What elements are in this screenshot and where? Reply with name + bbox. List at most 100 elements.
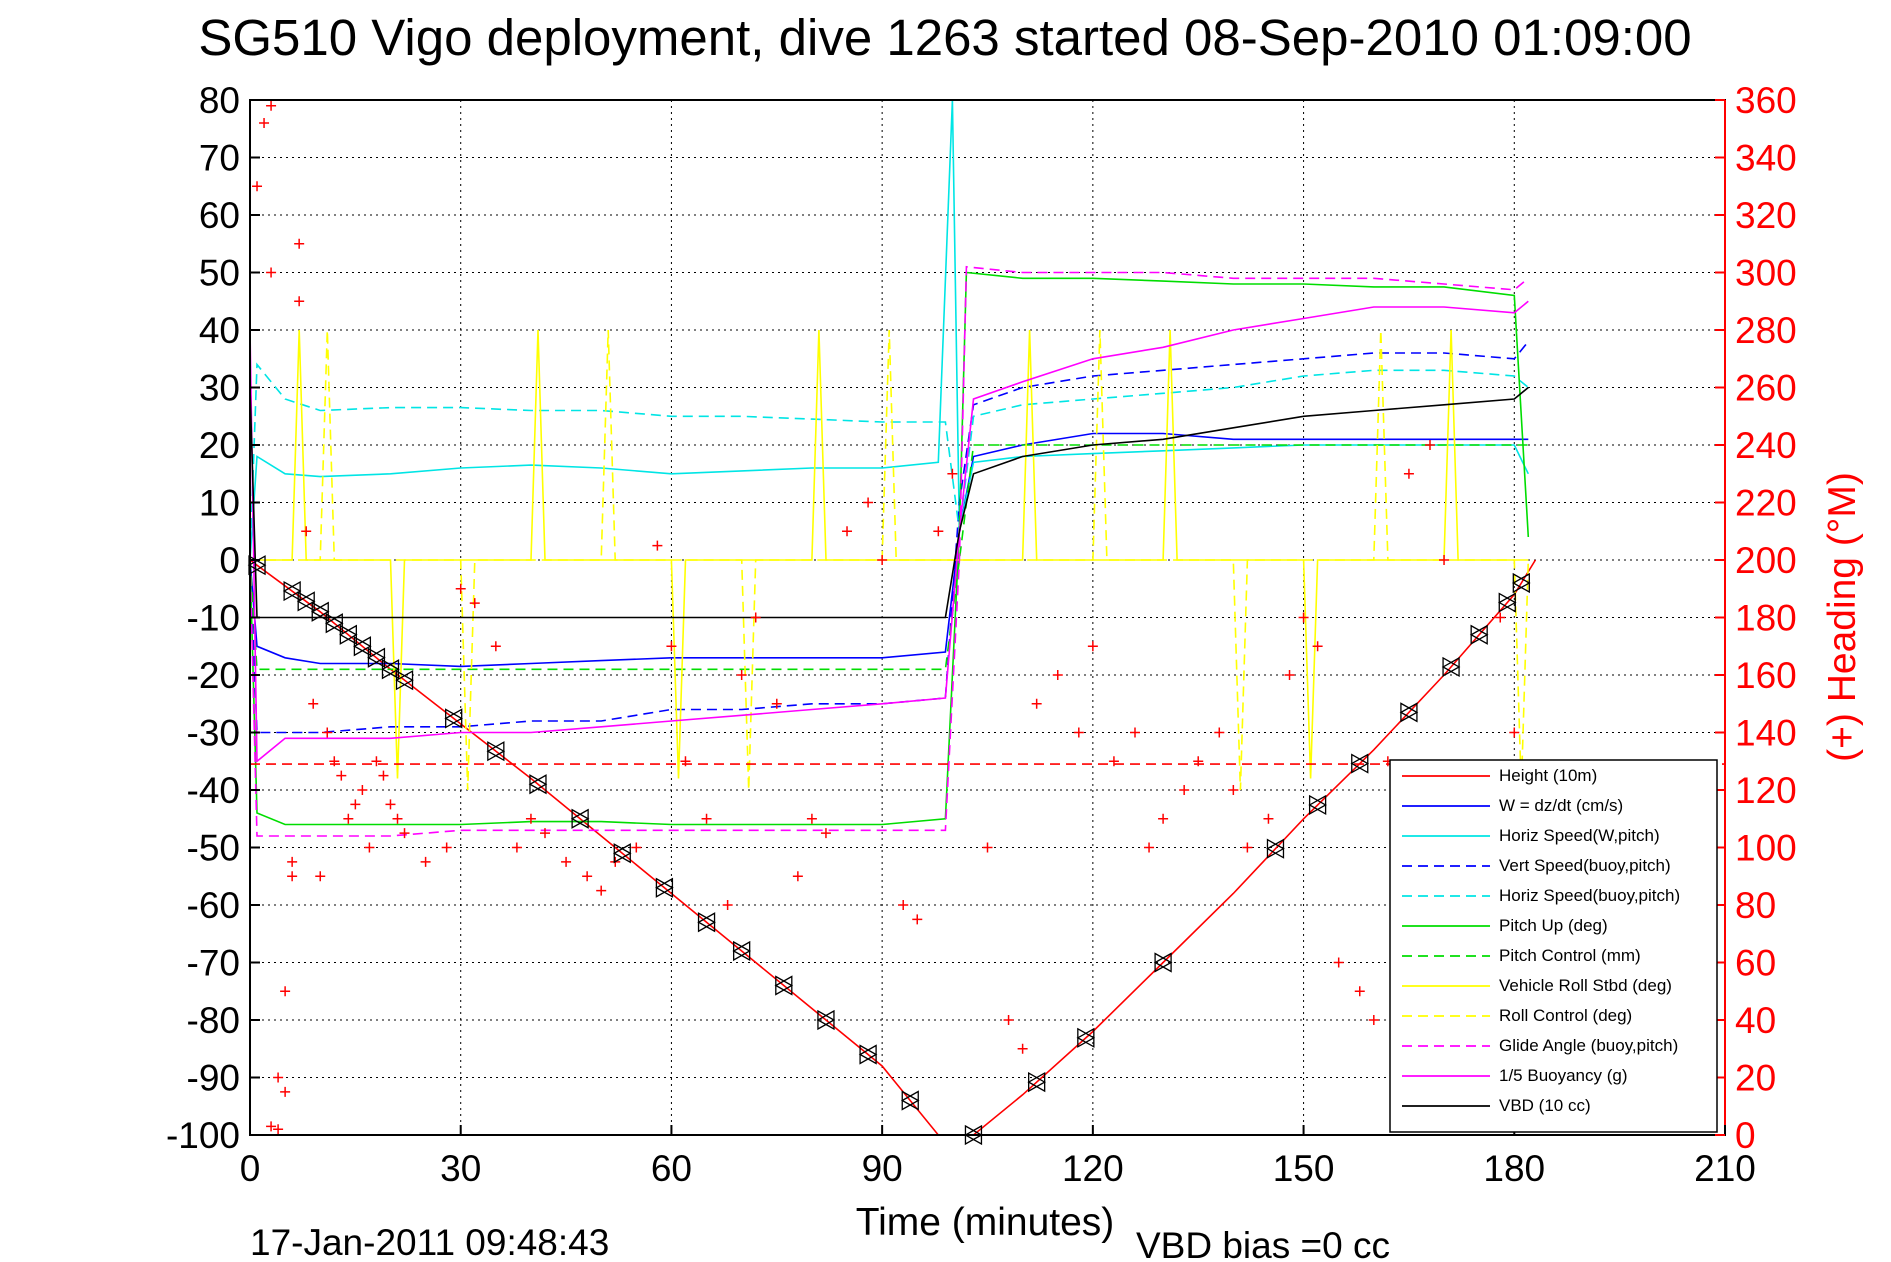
y-tick-label: 0 bbox=[219, 540, 240, 581]
depth-marker bbox=[353, 636, 372, 657]
heading-point bbox=[1108, 756, 1119, 767]
heading-point bbox=[1017, 1043, 1028, 1054]
y-right-tick-label: 20 bbox=[1735, 1058, 1776, 1099]
y-tick-label: 20 bbox=[199, 425, 240, 466]
heading-point bbox=[343, 813, 354, 824]
heading-point bbox=[392, 813, 403, 824]
depth-marker bbox=[1441, 656, 1461, 678]
heading-point bbox=[877, 555, 888, 565]
heading-point bbox=[385, 799, 396, 810]
y-right-tick-label: 120 bbox=[1735, 770, 1797, 811]
heading-point bbox=[736, 670, 747, 680]
legend-label: Vert Speed(buoy,pitch) bbox=[1499, 856, 1671, 875]
y-tick-label: -100 bbox=[166, 1115, 240, 1156]
heading-point bbox=[1425, 440, 1435, 450]
depth-marker bbox=[444, 708, 464, 729]
y-tick-label: -30 bbox=[187, 713, 240, 754]
x-tick-label: 180 bbox=[1483, 1148, 1545, 1189]
series-line-1-5-buoyancy-g bbox=[249, 300, 1529, 763]
heading-point bbox=[336, 770, 347, 781]
legend-label: Horiz Speed(buoy,pitch) bbox=[1499, 886, 1680, 905]
series-line-pitch-up-deg bbox=[249, 271, 1530, 826]
y-tick-label: 50 bbox=[199, 253, 240, 294]
heading-point bbox=[1228, 785, 1239, 795]
y-right-tick-label: 280 bbox=[1735, 310, 1797, 351]
y-right-tick-label: 100 bbox=[1735, 828, 1797, 869]
depth-marker bbox=[1511, 572, 1531, 594]
y-right-tick-label: 60 bbox=[1735, 943, 1776, 984]
depth-marker bbox=[697, 912, 716, 933]
heading-point bbox=[631, 842, 642, 853]
y-tick-label: 40 bbox=[199, 310, 240, 351]
depth-marker bbox=[1469, 624, 1489, 645]
heading-point bbox=[266, 1121, 277, 1132]
depth-marker bbox=[858, 1044, 878, 1065]
y-tick-label: -70 bbox=[187, 943, 240, 984]
y-tick-label: -80 bbox=[187, 1000, 240, 1041]
legend-label: Glide Angle (buoy,pitch) bbox=[1499, 1036, 1678, 1055]
heading-point bbox=[266, 100, 277, 111]
heading-point bbox=[273, 1072, 284, 1083]
chart-title: SG510 Vigo deployment, dive 1263 started… bbox=[198, 9, 1691, 66]
legend-label: Horiz Speed(W,pitch) bbox=[1499, 826, 1660, 845]
heading-point bbox=[350, 799, 361, 810]
heading-point bbox=[455, 583, 466, 594]
x-tick-label: 120 bbox=[1062, 1148, 1124, 1189]
y-axis-right-ticks: 3603403203002802602402202001801601401201… bbox=[1715, 80, 1797, 1156]
heading-point bbox=[287, 856, 298, 867]
depth-marker bbox=[1153, 952, 1173, 973]
heading-point bbox=[947, 468, 958, 479]
heading-markers bbox=[252, 100, 1520, 1135]
heading-point bbox=[1439, 555, 1450, 565]
depth-marker bbox=[486, 741, 506, 762]
heading-point bbox=[561, 856, 572, 867]
heading-point bbox=[1298, 612, 1309, 623]
y-tick-label: -40 bbox=[187, 770, 240, 811]
legend-label: Pitch Control (mm) bbox=[1499, 946, 1641, 965]
heading-point bbox=[1495, 612, 1506, 623]
depth-marker bbox=[816, 1009, 836, 1031]
y-right-tick-label: 200 bbox=[1735, 540, 1797, 581]
depth-marker bbox=[1399, 702, 1419, 723]
heading-point bbox=[1087, 641, 1098, 652]
heading-point bbox=[420, 856, 431, 867]
heading-point bbox=[596, 885, 607, 896]
heading-point bbox=[1284, 670, 1295, 680]
heading-point bbox=[1333, 957, 1344, 968]
x-tick-label: 210 bbox=[1694, 1148, 1756, 1189]
heading-point bbox=[308, 698, 319, 709]
depth-marker bbox=[900, 1090, 920, 1111]
y-right-tick-label: 300 bbox=[1735, 253, 1797, 294]
heading-point bbox=[1403, 468, 1414, 479]
heading-point bbox=[806, 813, 817, 824]
series-line-horiz-speed-buoy-pitch bbox=[249, 362, 1529, 561]
heading-point bbox=[1130, 727, 1140, 738]
heading-point bbox=[1312, 641, 1323, 652]
legend-label: Height (10m) bbox=[1499, 766, 1597, 785]
heading-point bbox=[1193, 756, 1204, 767]
x-tick-label: 150 bbox=[1273, 1148, 1335, 1189]
heading-point bbox=[294, 296, 305, 307]
heading-point bbox=[582, 871, 593, 882]
y-right-tick-label: 220 bbox=[1735, 483, 1797, 524]
heading-point bbox=[666, 641, 677, 652]
x-tick-label: 60 bbox=[651, 1148, 692, 1189]
heading-point bbox=[1158, 813, 1169, 824]
y-tick-label: 30 bbox=[199, 368, 240, 409]
triangle-markers bbox=[247, 555, 1531, 1146]
heading-point bbox=[1263, 813, 1274, 824]
footer-vbd-bias: VBD bias =0 cc bbox=[1136, 1225, 1390, 1262]
y-tick-label: -90 bbox=[187, 1058, 240, 1099]
legend-label: VBD (10 cc) bbox=[1499, 1096, 1591, 1115]
depth-marker bbox=[339, 624, 358, 645]
heading-point bbox=[525, 813, 536, 824]
series-line-horiz-speed-w-pitch bbox=[249, 99, 1530, 561]
series-line-roll-control-deg bbox=[250, 329, 1530, 791]
series-line-pitch-control-mm bbox=[249, 444, 1529, 671]
y-right-tick-label: 140 bbox=[1735, 713, 1797, 754]
depth-marker bbox=[1076, 1027, 1096, 1048]
depth-marker bbox=[774, 975, 794, 996]
heading-point bbox=[357, 785, 368, 795]
heading-point bbox=[1509, 727, 1520, 738]
depth-marker bbox=[296, 591, 316, 612]
